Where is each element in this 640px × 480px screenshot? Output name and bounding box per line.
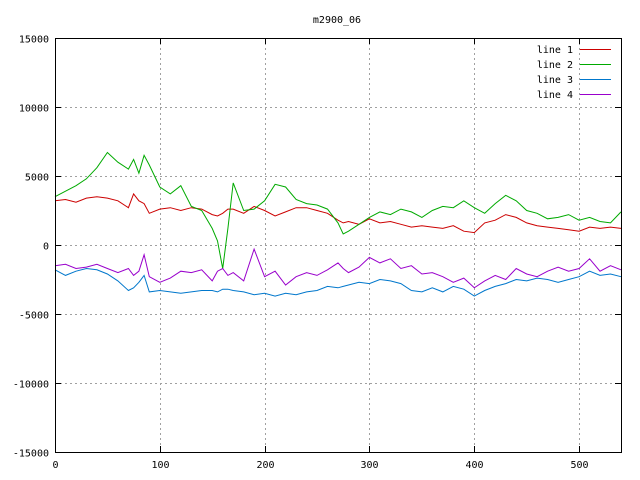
- series-layer: [54, 151, 622, 297]
- axis-ticks: 0 100 200 300 400 500 -15000 -10000 -5000 0 5000 10…: [13, 35, 621, 471]
- legend-label-3: line 3: [537, 75, 573, 86]
- legend-label-2: line 2: [537, 60, 573, 71]
- y-tick-label: -15000: [13, 449, 49, 460]
- x-tick-label: 500: [570, 460, 588, 471]
- series-line-3: [54, 267, 622, 297]
- x-tick-label: 200: [256, 460, 274, 471]
- x-tick-label: 300: [360, 460, 378, 471]
- y-tick-label: 10000: [19, 104, 49, 115]
- series-line-1: [54, 192, 622, 234]
- legend-label-1: line 1: [537, 45, 573, 56]
- series-line-2: [54, 151, 622, 269]
- x-tick-label: 400: [465, 460, 483, 471]
- chart-title: m2900_06: [313, 15, 361, 26]
- x-tick-label: 0: [52, 460, 58, 471]
- grid: [55, 38, 621, 452]
- y-tick-label: -10000: [13, 380, 49, 391]
- y-tick-label: 0: [43, 242, 49, 253]
- legend: line 1 line 2 line 3 line 4: [537, 45, 611, 101]
- y-tick-label: 5000: [25, 173, 49, 184]
- legend-label-4: line 4: [537, 90, 573, 101]
- y-tick-label: 15000: [19, 35, 49, 46]
- series-line-4: [54, 247, 622, 289]
- y-tick-label: -5000: [19, 311, 49, 322]
- x-tick-label: 100: [151, 460, 169, 471]
